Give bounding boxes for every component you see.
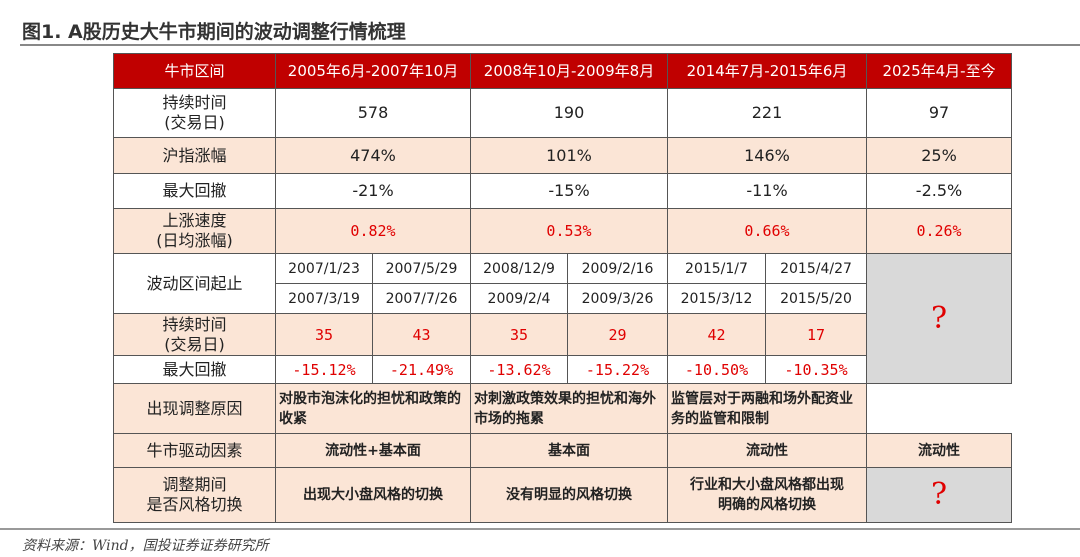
cell: -2.5% (866, 173, 1013, 209)
cell: -15% (470, 173, 668, 209)
cell: -11% (666, 173, 868, 209)
cell: 42 (667, 313, 766, 356)
cell: 101% (470, 137, 668, 174)
cell: 对刺激政策效果的担忧和海外市场的拖累 (470, 383, 668, 434)
cell: 190 (470, 88, 668, 138)
row-label: 持续时间 (交易日) (113, 88, 276, 138)
table-row-adj-duration: 持续时间 (交易日) 35 43 35 29 42 17 (113, 313, 1012, 356)
label-line: 调整期间 (162, 475, 227, 494)
cell: -13.62% (470, 355, 568, 384)
cell: -21% (275, 173, 471, 209)
header-label: 牛市区间 (113, 53, 276, 89)
header-row: 牛市区间 2005年6月-2007年10月 2008年10月-2009年8月 2… (113, 53, 1013, 89)
cell: 221 (666, 88, 868, 138)
figure-title: 图1. A股历史大牛市期间的波动调整行情梳理 (22, 21, 406, 43)
table-row-gain: 沪指涨幅 474% 101% 146% 25% (113, 137, 1013, 174)
cell: 17 (764, 313, 868, 356)
unknown-mark: ? (866, 253, 1013, 384)
row-label: 牛市驱动因素 (113, 433, 276, 468)
cell: 0.66% (666, 208, 868, 254)
table-row-speed: 上涨速度 (日均涨幅) 0.82% 0.53% 0.66% 0.26% (113, 208, 1013, 254)
label-line: (交易日) (164, 113, 225, 132)
cell: 2007/5/29 (372, 253, 471, 284)
cell: 行业和大小盘风格都出现明确的风格切换 (666, 467, 868, 523)
unknown-mark: ? (866, 467, 1013, 523)
row-label: 持续时间 (交易日) (113, 313, 276, 356)
cell: 没有明显的风格切换 (470, 467, 668, 523)
table-row-drawdown: 最大回撤 -21% -15% -11% -2.5% (113, 173, 1013, 209)
header-period-1: 2005年6月-2007年10月 (275, 53, 471, 89)
cell: 578 (275, 88, 471, 138)
header-period-4: 2025年4月-至今 (866, 53, 1013, 89)
table-row-adj-drawdown: 最大回撤 -15.12% -21.49% -13.62% -15.22% -10… (113, 355, 1012, 384)
table-row-driver: 牛市驱动因素 流动性+基本面 基本面 流动性 流动性 (113, 433, 1013, 468)
cell: 出现大小盘风格的切换 (275, 467, 471, 523)
cell: 2015/4/27 (764, 253, 868, 284)
cell: 基本面 (470, 433, 668, 468)
label-line: (日均涨幅) (156, 231, 233, 250)
cell: 0.82% (275, 208, 471, 254)
cell: 2007/7/26 (372, 283, 471, 314)
cell: -10.50% (667, 355, 766, 384)
cell: 0.53% (470, 208, 668, 254)
label-line: 持续时间 (162, 93, 227, 112)
label-line: 持续时间 (162, 314, 227, 334)
cell: -15.12% (275, 355, 373, 384)
cell: -21.49% (372, 355, 471, 384)
table-row-interval-end: 2007/3/19 2007/7/26 2009/2/4 2009/3/26 2… (114, 283, 1012, 314)
header-period-2: 2008年10月-2009年8月 (470, 53, 668, 89)
cell: -10.35% (764, 355, 868, 384)
row-label: 波动区间起止 (113, 253, 276, 314)
table-row-duration: 持续时间 (交易日) 578 190 221 97 (113, 88, 1013, 138)
cell: 2009/2/16 (567, 253, 668, 284)
row-label: 最大回撤 (113, 355, 276, 384)
cell: 25% (866, 137, 1013, 174)
label-line: 上涨速度 (162, 211, 227, 230)
cell: 2015/5/20 (764, 283, 868, 314)
bull-market-table: 牛市区间 2005年6月-2007年10月 2008年10月-2009年8月 2… (113, 53, 1013, 523)
row-label: 出现调整原因 (113, 383, 276, 434)
bottom-divider (0, 528, 1080, 530)
cell: 35 (470, 313, 568, 356)
row-label: 沪指涨幅 (113, 137, 276, 174)
cell: 监管层对于两融和场外配资业务的监管和限制 (666, 383, 868, 434)
row-label: 最大回撤 (113, 173, 276, 209)
table-row-style: 调整期间 是否风格切换 出现大小盘风格的切换 没有明显的风格切换 行业和大小盘风格… (113, 467, 1013, 523)
title-divider (20, 44, 1080, 46)
source-note: 资料来源：Wind，国投证券证券研究所 (22, 538, 269, 554)
label-line: (交易日) (164, 334, 225, 354)
cell: 0.26% (866, 208, 1013, 254)
table-row-reason: 出现调整原因 对股市泡沫化的担忧和政策的收紧 对刺激政策效果的担忧和海外市场的拖… (113, 383, 1012, 434)
cell: 2007/1/23 (275, 253, 373, 284)
cell: 2008/12/9 (470, 253, 568, 284)
cell: 35 (275, 313, 373, 356)
cell: 2009/3/26 (567, 283, 668, 314)
cell: 2015/3/12 (667, 283, 766, 314)
cell: 2009/2/4 (470, 283, 568, 314)
cell: 97 (866, 88, 1013, 138)
header-period-3: 2014年7月-2015年6月 (666, 53, 868, 89)
cell: 流动性 (666, 433, 868, 468)
cell: 流动性 (866, 433, 1013, 468)
cell: 146% (666, 137, 868, 174)
cell: 29 (567, 313, 668, 356)
label-line: 是否风格切换 (146, 495, 243, 514)
cell: 对股市泡沫化的担忧和政策的收紧 (275, 383, 471, 434)
table-row-interval-start: 波动区间起止 2007/1/23 2007/5/29 2008/12/9 200… (113, 253, 1013, 384)
cell: 43 (372, 313, 471, 356)
row-label: 上涨速度 (日均涨幅) (113, 208, 276, 254)
cell: 流动性+基本面 (275, 433, 471, 468)
cell: -15.22% (567, 355, 668, 384)
cell: 2015/1/7 (667, 253, 766, 284)
cell: 2007/3/19 (275, 283, 373, 314)
row-label: 调整期间 是否风格切换 (113, 467, 276, 523)
cell: 474% (275, 137, 471, 174)
